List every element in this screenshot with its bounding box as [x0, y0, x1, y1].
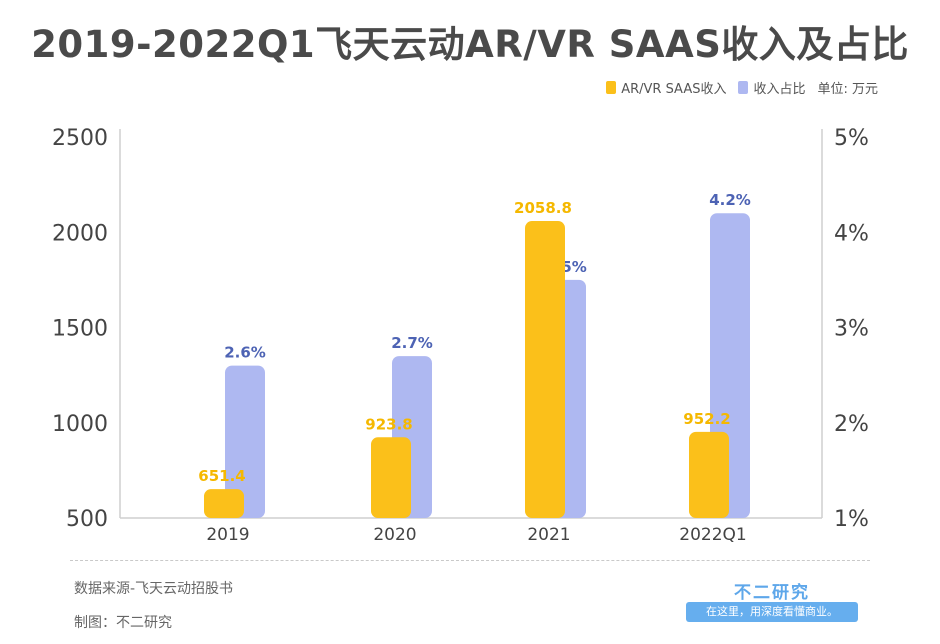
chart-credit: 制图：不二研究	[74, 615, 172, 631]
data-label-revenue-2019: 651.4	[198, 467, 245, 485]
brand-slogan: 在这里，用深度看懂商业。	[686, 602, 858, 622]
data-label-revenue-2021: 2058.8	[514, 199, 572, 217]
y-left-tick-label: 500	[66, 507, 108, 532]
x-tick-label-2019: 2019	[206, 525, 249, 545]
x-tick-label-2020: 2020	[373, 525, 416, 545]
footer-divider	[70, 560, 870, 561]
x-tick-label-2021: 2021	[527, 525, 570, 545]
data-label-revenue-2022Q1: 952.2	[683, 410, 730, 428]
chart-legend: AR/VR SAAS收入 收入占比 单位: 万元	[594, 78, 878, 97]
bar-revenue-2022Q1	[689, 431, 729, 518]
legend-unit: 单位: 万元	[817, 82, 878, 97]
data-label-revenue-2020: 923.8	[365, 415, 412, 433]
data-source: 数据来源-飞天云动招股书	[74, 581, 234, 597]
y-right-tick-label: 4%	[834, 221, 869, 246]
y-right-tick-label: 3%	[834, 317, 869, 342]
bar-revenue-2021	[525, 221, 565, 519]
chart-title: 2019-2022Q1飞天云动AR/VR SAAS收入及占比	[31, 23, 909, 66]
data-label-ratio-2020: 2.7%	[391, 334, 433, 352]
legend-item-revenue: AR/VR SAAS收入	[606, 78, 726, 97]
bar-ratio-2019	[225, 365, 265, 518]
data-label-ratio-2019: 2.6%	[224, 344, 266, 362]
bar-revenue-2019	[204, 489, 244, 518]
bar-revenue-2020	[371, 437, 411, 518]
legend-label-ratio: 收入占比	[753, 82, 806, 97]
brand-name: 不二研究	[734, 583, 810, 603]
data-label-ratio-2022Q1: 4.2%	[709, 191, 751, 209]
legend-swatch-ratio	[738, 81, 749, 94]
y-left-tick-label: 2500	[52, 126, 108, 151]
y-right-tick-label: 1%	[834, 507, 869, 532]
legend-label-revenue: AR/VR SAAS收入	[621, 82, 727, 97]
x-tick-label-2022Q1: 2022Q1	[679, 525, 746, 545]
y-left-tick-label: 1500	[52, 317, 108, 342]
y-left-tick-label: 1000	[52, 412, 108, 437]
y-right-tick-label: 5%	[834, 126, 869, 151]
legend-swatch-revenue	[606, 81, 617, 94]
legend-item-ratio: 收入占比	[738, 78, 805, 97]
y-right-tick-label: 2%	[834, 412, 869, 437]
y-left-tick-label: 2000	[52, 221, 108, 246]
